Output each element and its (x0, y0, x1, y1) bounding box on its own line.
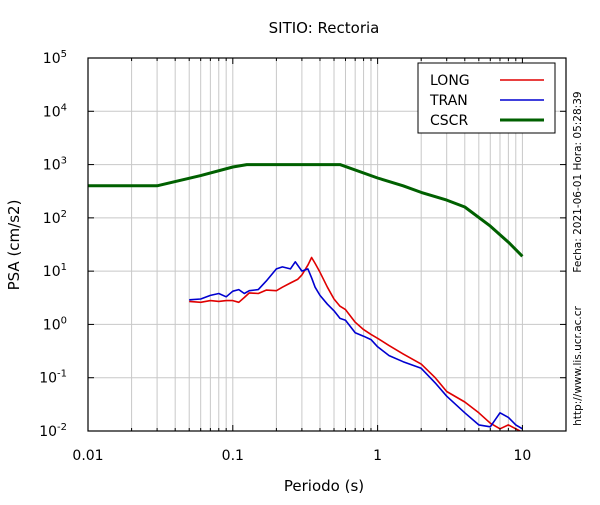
y-tick-label: 10-1 (39, 369, 67, 387)
y-tick-exponent: -1 (57, 369, 67, 380)
y-tick-label: 103 (43, 156, 67, 174)
y-tick-label: 10-2 (39, 422, 67, 440)
x-tick-label: 0.01 (72, 448, 103, 464)
y-tick-exponent: 0 (61, 315, 67, 326)
grid-layer (88, 58, 566, 431)
y-tick-label: 101 (43, 262, 67, 280)
date-time-annotation: Fecha: 2021-06-01 Hora: 05:28:39 (572, 91, 584, 272)
chart-title: SITIO: Rectoria (269, 19, 380, 37)
y-tick-exponent: 5 (61, 49, 67, 60)
y-tick-label: 104 (43, 102, 67, 120)
legend-items: LONG TRAN CSCR (429, 73, 544, 129)
tick-layer (88, 57, 566, 432)
y-tick-exponent: 2 (61, 209, 67, 220)
plot-frame (87, 57, 567, 432)
x-axis-label: Periodo (s) (284, 477, 364, 495)
y-tick-exponent: 1 (61, 262, 67, 273)
url-annotation: http://www.lis.ucr.ac.cr (572, 305, 584, 425)
y-tick-base: 10 (43, 104, 61, 120)
y-tick-base: 10 (43, 211, 61, 227)
y-tick-exponent: 3 (61, 156, 67, 167)
y-tick-base: 10 (43, 51, 61, 67)
y-tick-base: 10 (39, 424, 57, 440)
y-tick-label: 105 (43, 49, 67, 67)
series-line-tran (189, 260, 523, 430)
series-line-long (189, 256, 522, 431)
y-tick-exponent: 4 (61, 102, 67, 113)
y-tick-base: 10 (39, 371, 57, 387)
y-tick-base: 10 (43, 158, 61, 174)
legend-label-long: LONG (430, 73, 470, 89)
x-tick-label: 0.1 (222, 448, 244, 464)
y-tick-label: 102 (43, 209, 67, 227)
y-axis-label: PSA (cm/s2) (5, 200, 23, 291)
series-line-cscr (88, 163, 524, 258)
y-tick-exponent: -2 (57, 422, 67, 433)
legend: LONG TRAN CSCR (417, 62, 556, 134)
y-tick-base: 10 (43, 264, 61, 280)
x-tick-label: 1 (373, 448, 382, 464)
series-layer (88, 163, 524, 431)
x-tick-label: 10 (513, 448, 531, 464)
y-tick-base: 10 (43, 317, 61, 333)
legend-label-tran: TRAN (429, 93, 468, 109)
x-tick-labels: 0.01 0.1 1 10 (72, 448, 531, 464)
y-tick-label: 100 (43, 315, 67, 333)
legend-label-cscr: CSCR (430, 113, 468, 129)
